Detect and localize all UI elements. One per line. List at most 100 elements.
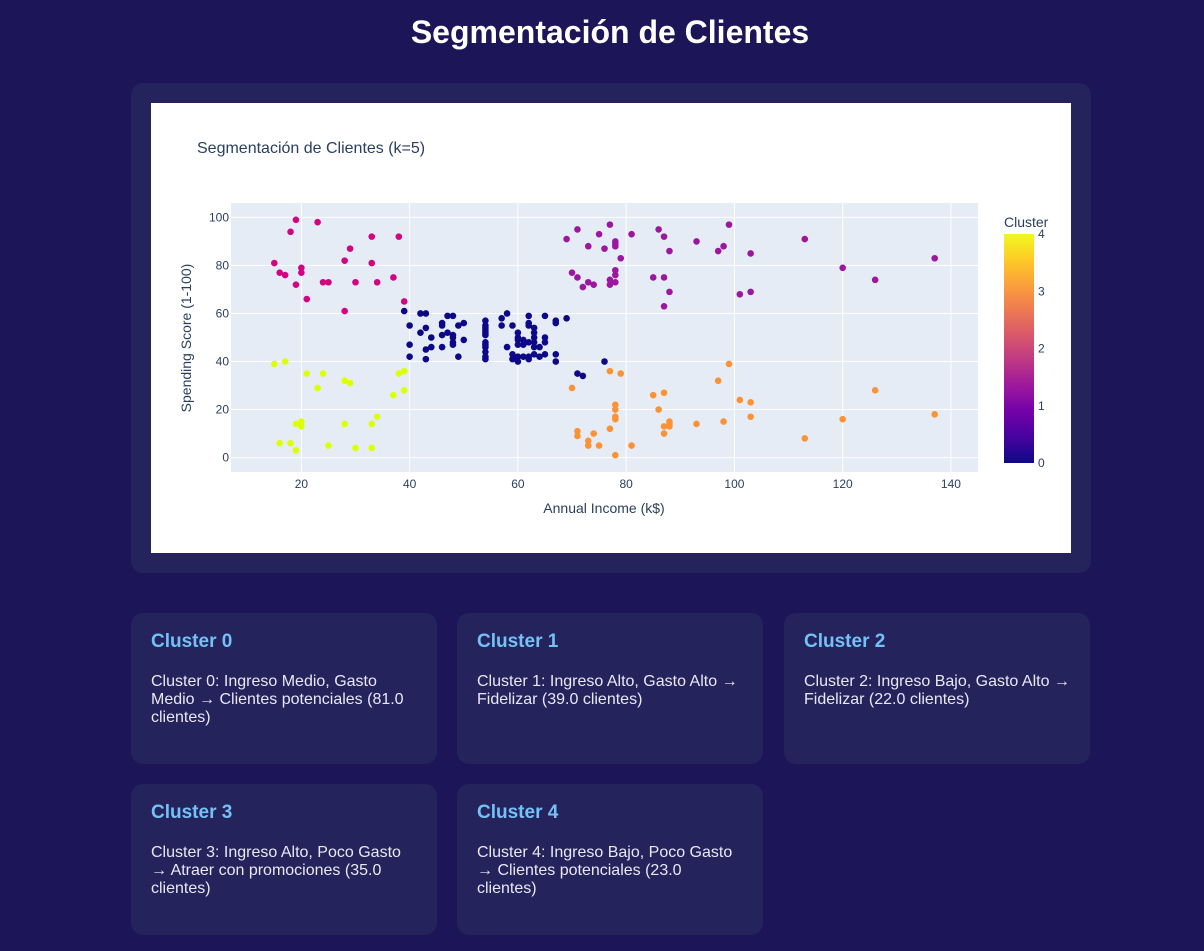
- data-point[interactable]: [341, 420, 348, 428]
- data-point[interactable]: [498, 314, 505, 322]
- data-point[interactable]: [460, 336, 468, 344]
- data-point[interactable]: [612, 240, 619, 248]
- data-point[interactable]: [341, 377, 348, 385]
- data-point[interactable]: [747, 288, 754, 296]
- data-point[interactable]: [520, 353, 527, 361]
- data-point[interactable]: [801, 435, 809, 442]
- data-point[interactable]: [287, 228, 294, 236]
- data-point[interactable]: [400, 367, 408, 375]
- data-point[interactable]: [584, 442, 592, 449]
- data-point[interactable]: [568, 384, 576, 392]
- data-point[interactable]: [482, 339, 489, 346]
- data-point[interactable]: [660, 302, 668, 310]
- data-point[interactable]: [368, 259, 376, 267]
- data-point[interactable]: [579, 372, 587, 380]
- data-point[interactable]: [530, 343, 538, 351]
- data-point[interactable]: [509, 322, 516, 329]
- data-point[interactable]: [298, 264, 305, 272]
- data-point[interactable]: [552, 319, 560, 327]
- data-point[interactable]: [341, 257, 348, 264]
- data-point[interactable]: [298, 269, 305, 276]
- data-point[interactable]: [666, 288, 673, 296]
- data-point[interactable]: [390, 391, 397, 399]
- data-point[interactable]: [525, 312, 533, 320]
- data-point[interactable]: [574, 226, 581, 233]
- data-point[interactable]: [649, 391, 657, 399]
- data-point[interactable]: [438, 331, 446, 339]
- data-point[interactable]: [725, 221, 733, 228]
- data-point[interactable]: [931, 254, 938, 262]
- data-point[interactable]: [563, 314, 570, 322]
- data-point[interactable]: [714, 247, 722, 255]
- data-point[interactable]: [568, 269, 576, 276]
- data-point[interactable]: [352, 444, 359, 452]
- data-point[interactable]: [373, 278, 381, 286]
- data-point[interactable]: [449, 312, 457, 320]
- data-point[interactable]: [579, 283, 587, 291]
- data-point[interactable]: [314, 384, 321, 392]
- data-point[interactable]: [400, 298, 408, 305]
- data-point[interactable]: [660, 389, 668, 397]
- data-point[interactable]: [536, 343, 543, 351]
- data-point[interactable]: [612, 278, 619, 286]
- data-point[interactable]: [584, 278, 592, 286]
- data-point[interactable]: [871, 276, 879, 284]
- data-point[interactable]: [736, 396, 744, 404]
- data-point[interactable]: [660, 430, 668, 437]
- data-point[interactable]: [503, 310, 511, 317]
- data-point[interactable]: [292, 216, 300, 224]
- data-point[interactable]: [714, 377, 722, 385]
- data-point[interactable]: [276, 439, 284, 447]
- data-point[interactable]: [660, 274, 668, 281]
- data-point[interactable]: [520, 336, 527, 344]
- data-point[interactable]: [352, 278, 359, 286]
- data-point[interactable]: [725, 360, 733, 368]
- data-point[interactable]: [801, 235, 809, 243]
- data-point[interactable]: [444, 312, 451, 320]
- data-point[interactable]: [314, 218, 321, 226]
- data-point[interactable]: [482, 322, 489, 329]
- data-point[interactable]: [292, 447, 300, 454]
- data-point[interactable]: [617, 254, 625, 262]
- data-point[interactable]: [417, 329, 424, 336]
- data-point[interactable]: [406, 341, 413, 349]
- data-point[interactable]: [509, 351, 516, 358]
- data-point[interactable]: [839, 264, 846, 272]
- data-point[interactable]: [390, 274, 397, 281]
- data-point[interactable]: [325, 278, 332, 286]
- data-point[interactable]: [530, 324, 538, 332]
- data-point[interactable]: [606, 281, 614, 288]
- data-point[interactable]: [747, 250, 754, 257]
- data-point[interactable]: [325, 442, 332, 449]
- data-point[interactable]: [449, 334, 457, 341]
- data-point[interactable]: [666, 420, 673, 428]
- data-point[interactable]: [541, 312, 549, 320]
- data-point[interactable]: [595, 442, 603, 449]
- data-point[interactable]: [514, 358, 522, 365]
- data-point[interactable]: [503, 343, 511, 351]
- data-point[interactable]: [368, 233, 376, 240]
- data-point[interactable]: [590, 281, 597, 288]
- data-point[interactable]: [747, 413, 754, 421]
- data-point[interactable]: [649, 274, 657, 281]
- data-point[interactable]: [736, 290, 744, 298]
- data-point[interactable]: [574, 432, 581, 440]
- data-point[interactable]: [455, 353, 462, 361]
- data-point[interactable]: [346, 245, 354, 252]
- data-point[interactable]: [422, 346, 430, 353]
- data-point[interactable]: [438, 322, 446, 329]
- data-point[interactable]: [541, 334, 549, 341]
- data-point[interactable]: [595, 230, 603, 238]
- data-point[interactable]: [747, 399, 754, 406]
- data-point[interactable]: [574, 370, 581, 377]
- data-point[interactable]: [400, 387, 408, 394]
- data-point[interactable]: [395, 370, 403, 377]
- data-point[interactable]: [298, 423, 305, 430]
- data-point[interactable]: [292, 420, 300, 428]
- data-point[interactable]: [287, 439, 294, 447]
- data-point[interactable]: [514, 334, 522, 341]
- data-point[interactable]: [395, 233, 403, 240]
- data-point[interactable]: [606, 221, 614, 228]
- data-point[interactable]: [422, 355, 430, 363]
- data-point[interactable]: [514, 329, 522, 336]
